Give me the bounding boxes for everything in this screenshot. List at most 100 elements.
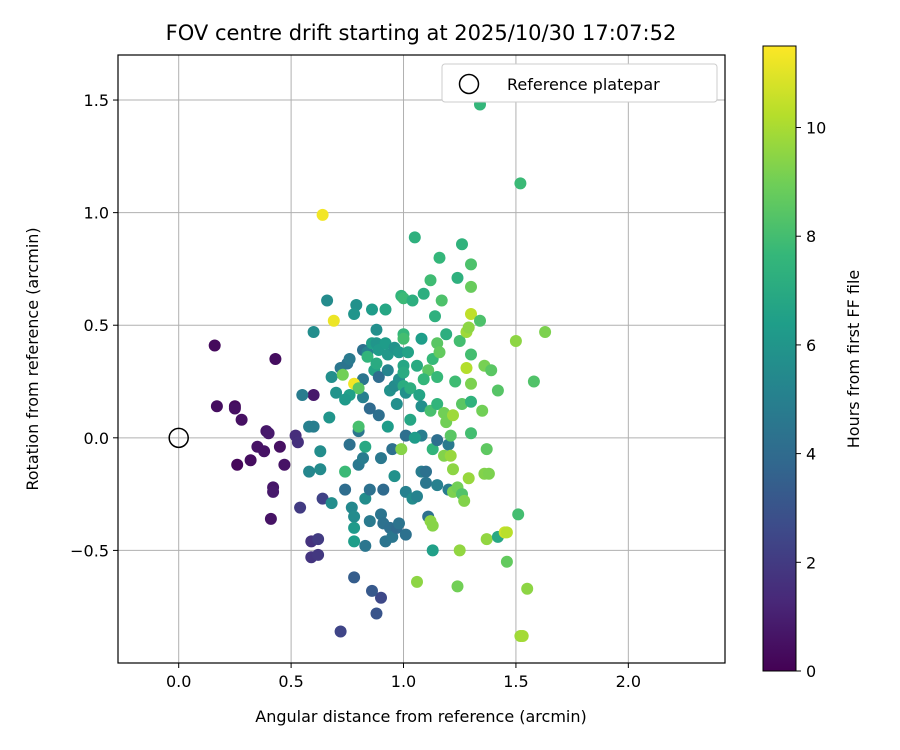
scatter-point bbox=[474, 314, 486, 327]
scatter-point bbox=[370, 323, 383, 336]
scatter-point bbox=[314, 463, 327, 476]
colorbar-ticks: 0 2 4 6 8 10 bbox=[796, 119, 826, 681]
scatter-point bbox=[350, 299, 363, 311]
scatter-point bbox=[429, 310, 441, 323]
scatter-point bbox=[465, 427, 477, 440]
scatter-point bbox=[491, 384, 504, 397]
scatter-point bbox=[442, 438, 455, 451]
scatter-point bbox=[312, 533, 325, 546]
scatter-point bbox=[527, 375, 540, 388]
scatter-point bbox=[244, 454, 257, 467]
scatter-point bbox=[321, 294, 334, 307]
x-ticks: 0.0 0.5 1.0 1.5 2.0 bbox=[166, 663, 641, 691]
scatter-point bbox=[433, 346, 446, 359]
scatter-point bbox=[465, 258, 477, 271]
y-ticks: −0.5 0.0 0.5 1.0 1.5 bbox=[70, 91, 118, 560]
scatter-point bbox=[345, 501, 358, 514]
scatter-point bbox=[377, 483, 390, 496]
scatter-point bbox=[435, 294, 448, 307]
scatter-point bbox=[348, 308, 361, 320]
scatter-point bbox=[357, 391, 369, 404]
scatter-point bbox=[465, 348, 477, 361]
y-tick-label: 1.0 bbox=[84, 204, 109, 223]
x-tick-label: 2.0 bbox=[616, 672, 641, 691]
colorbar-gradient bbox=[762, 45, 797, 672]
scatter-point bbox=[426, 544, 439, 557]
scatter-point bbox=[485, 364, 498, 377]
scatter-point bbox=[422, 364, 435, 377]
legend-label: Reference platepar bbox=[507, 75, 660, 94]
scatter-point bbox=[348, 521, 361, 534]
scatter-point bbox=[386, 530, 399, 543]
scatter-point bbox=[370, 607, 383, 620]
legend-box bbox=[441, 63, 718, 103]
scatter-point bbox=[278, 458, 291, 471]
scatter-point bbox=[465, 377, 477, 390]
reference-layer bbox=[168, 427, 189, 449]
scatter-point bbox=[480, 443, 493, 456]
colorbar-tick-label: 0 bbox=[806, 662, 816, 681]
scatter-point bbox=[397, 332, 410, 345]
scatter-point bbox=[404, 382, 417, 395]
scatter-point bbox=[458, 494, 471, 507]
scatter-point bbox=[258, 445, 271, 458]
colorbar-label: Hours from first FF file bbox=[844, 270, 863, 449]
scatter-point bbox=[273, 440, 286, 453]
scatter-point bbox=[444, 429, 457, 442]
scatter-point bbox=[381, 420, 394, 433]
scatter-point bbox=[420, 465, 432, 478]
scatter-point bbox=[359, 440, 372, 453]
scatter-point bbox=[348, 535, 361, 548]
scatter-point bbox=[415, 400, 428, 413]
scatter-point bbox=[465, 395, 477, 408]
scatter-point bbox=[462, 472, 475, 485]
scatter-point bbox=[357, 373, 369, 386]
scatter-point bbox=[361, 350, 374, 363]
scatter-point bbox=[456, 398, 468, 410]
scatter-point bbox=[431, 337, 444, 350]
scatter-point bbox=[453, 335, 466, 347]
scatter-point bbox=[352, 420, 365, 433]
scatter-point bbox=[426, 519, 439, 532]
colorbar-tick-label: 2 bbox=[806, 553, 816, 572]
chart-title: FOV centre drift starting at 2025/10/30 … bbox=[166, 21, 677, 45]
scatter-point bbox=[294, 501, 307, 514]
scatter-point bbox=[395, 443, 408, 456]
scatter-point bbox=[417, 373, 430, 386]
scatter-point bbox=[269, 353, 282, 365]
scatter-point bbox=[372, 371, 385, 383]
scatter-point bbox=[444, 449, 457, 462]
scatter-point bbox=[363, 515, 376, 528]
scatter-point bbox=[330, 386, 343, 399]
scatter-point bbox=[413, 389, 426, 401]
scatter-point bbox=[366, 584, 378, 597]
colorbar-tick-label: 4 bbox=[806, 445, 816, 464]
scatter-point bbox=[348, 510, 361, 523]
scatter-point bbox=[375, 508, 387, 521]
scatter-point bbox=[465, 280, 477, 293]
scatter-point bbox=[303, 465, 316, 478]
scatter-point bbox=[509, 335, 522, 347]
scatter-point bbox=[375, 591, 387, 604]
scatter-point bbox=[348, 571, 361, 584]
scatter-point bbox=[399, 528, 412, 541]
y-tick-label: 0.5 bbox=[84, 316, 109, 335]
points-layer bbox=[208, 98, 552, 642]
scatter-point bbox=[359, 492, 372, 505]
scatter-point bbox=[456, 238, 468, 251]
colorbar-tick-label: 10 bbox=[806, 119, 826, 138]
scatter-point bbox=[381, 364, 394, 377]
scatter-point bbox=[343, 438, 356, 451]
scatter-point bbox=[379, 337, 392, 350]
colorbar-tick-label: 6 bbox=[806, 336, 816, 355]
scatter-point bbox=[393, 517, 405, 530]
scatter-point bbox=[447, 409, 459, 422]
scatter-point bbox=[262, 427, 275, 440]
scatter-point bbox=[343, 353, 356, 365]
scatter-point bbox=[440, 328, 453, 341]
scatter-point bbox=[399, 429, 412, 442]
scatter-point bbox=[451, 580, 464, 593]
scatter-point bbox=[500, 526, 513, 539]
scatter-point bbox=[393, 346, 405, 359]
